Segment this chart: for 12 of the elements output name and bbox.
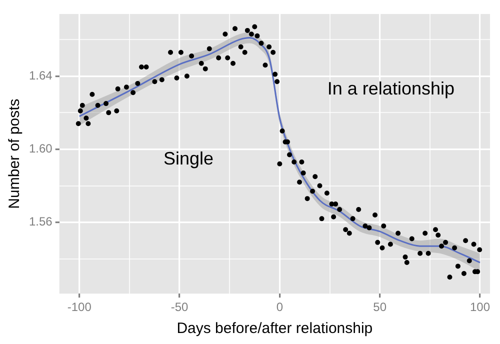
x-axis-title: Days before/after relationship bbox=[176, 320, 373, 338]
y-tick-label: 1.64 bbox=[28, 68, 53, 82]
x-tick-label: -100 bbox=[67, 300, 92, 314]
text: 1.60 bbox=[28, 142, 52, 156]
y-axis-title: Number of posts bbox=[6, 98, 24, 209]
x-tick-label: 50 bbox=[373, 300, 387, 314]
x-tick-label: 100 bbox=[470, 300, 490, 314]
x-tick-label: 0 bbox=[276, 300, 284, 314]
annotation: Single bbox=[164, 148, 214, 168]
x-tick-label: -50 bbox=[170, 300, 189, 314]
annotation: In a relationship bbox=[327, 78, 454, 98]
y-tick-label: 1.56 bbox=[28, 214, 53, 229]
